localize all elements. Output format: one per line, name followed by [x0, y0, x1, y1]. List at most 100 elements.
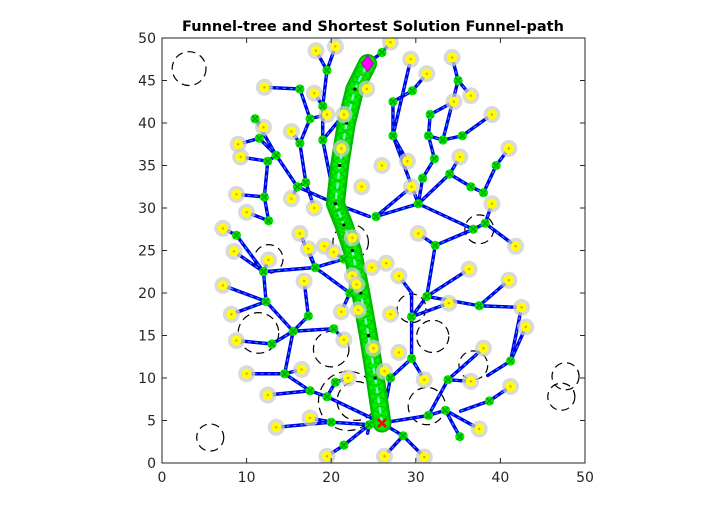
leaf-node-center	[236, 143, 240, 146]
leaf-node-center	[490, 202, 494, 205]
branch-node-cross	[408, 87, 416, 95]
solution-path-funnel-ring	[371, 396, 388, 414]
leaf-node-center	[308, 416, 312, 420]
leaf-node-center	[342, 338, 346, 341]
tree-edge	[329, 420, 371, 427]
branch-node-cross	[304, 312, 312, 320]
tree-edge-highlight	[375, 203, 419, 218]
tree-edge-highlight	[263, 266, 316, 273]
start-marker	[377, 418, 387, 428]
branch-node-cross	[323, 393, 331, 401]
leaf-node-center	[221, 227, 225, 230]
branch-node-cross	[346, 289, 354, 297]
y-tick-label: 10	[138, 371, 156, 387]
y-tick-label: 40	[138, 116, 156, 132]
leaf-node-center	[383, 455, 386, 458]
tree-edge-highlight	[299, 88, 311, 119]
tree-edge-highlight	[482, 165, 497, 193]
leaf-node-center	[313, 206, 316, 210]
x-tick-label: 30	[407, 470, 425, 486]
tree-edge-highlight	[426, 245, 436, 297]
goal-marker	[360, 54, 375, 73]
leaf-node-center	[230, 313, 233, 316]
tree-edge-highlight	[322, 70, 328, 107]
y-tick-label: 45	[138, 74, 156, 90]
x-tick-label: 40	[491, 470, 509, 486]
leaf-node-center	[509, 385, 512, 388]
leaf-node-center	[372, 347, 375, 350]
tree-edge-highlight	[392, 135, 408, 162]
leaf-node-center	[425, 72, 428, 75]
y-tick-label: 0	[147, 456, 156, 472]
branch-node-cross	[399, 432, 407, 440]
obstacle-circle	[458, 350, 489, 381]
leaf-node-center	[507, 147, 511, 150]
branch-node-cross	[492, 162, 500, 169]
branch-node-cross	[408, 354, 416, 362]
tree-edge-highlight	[417, 173, 451, 205]
y-tick-label: 50	[138, 31, 156, 47]
tree-edge-highlight	[375, 186, 412, 217]
branch-node-cross	[365, 421, 373, 429]
leaf-node-center	[275, 426, 278, 429]
tree-edge-highlight	[222, 284, 267, 303]
tree-edge-highlight	[322, 114, 345, 141]
leaf-node-center	[300, 368, 303, 371]
branch-node-cross	[296, 139, 304, 147]
leaf-node-center	[239, 155, 242, 159]
chart-title: Funnel-tree and Shortest Solution Funnel…	[182, 19, 564, 35]
leaf-node-center	[346, 376, 350, 380]
tree-edge	[298, 141, 308, 185]
solution-path-node	[342, 223, 346, 227]
tree-edge-highlight	[418, 203, 474, 230]
branch-node-cross	[281, 370, 289, 378]
tree-edge-highlight	[284, 331, 294, 374]
branch-node-cross	[306, 387, 314, 395]
branch-node-cross	[272, 151, 280, 159]
tree-edge-highlight	[487, 360, 511, 376]
leaf-node-center	[467, 268, 471, 271]
tree-edge-highlight	[392, 135, 419, 204]
leaf-node-center	[323, 245, 326, 248]
leaf-node-center	[380, 164, 384, 167]
leaf-node-center	[482, 347, 485, 350]
branch-node-cross	[260, 193, 268, 201]
tree-edge-highlight	[426, 268, 470, 297]
tree-edge-highlight	[314, 258, 345, 269]
branch-node-cross	[431, 241, 439, 249]
leaf-node-center	[313, 92, 316, 95]
tree-edge-highlight	[263, 161, 269, 198]
tree-edge-highlight	[284, 373, 311, 392]
leaf-node-center	[507, 279, 511, 282]
leaf-node-center	[397, 351, 401, 354]
solution-path-node	[333, 202, 338, 206]
branch-node-cross	[255, 134, 263, 142]
leaf-node-center	[450, 56, 454, 59]
branch-node-cross	[340, 255, 348, 263]
leaf-node-center	[397, 274, 401, 278]
leaf-node-center	[406, 160, 409, 163]
leaf-node-center	[520, 306, 523, 309]
leaf-node-center	[384, 262, 388, 265]
solution-path-node	[353, 87, 357, 91]
branch-node-cross	[458, 132, 466, 140]
branch-node-cross	[306, 115, 314, 123]
leaf-node-center	[370, 266, 374, 269]
solution-path-funnel-ring	[368, 378, 385, 396]
leaf-node-center	[235, 193, 238, 196]
solution-path-node	[338, 163, 342, 168]
leaf-node-center	[423, 455, 426, 459]
tree-edge-highlight	[343, 424, 370, 446]
branch-node-cross	[485, 397, 493, 405]
branch-node-cross	[414, 200, 422, 208]
leaf-node-center	[245, 211, 248, 214]
tree-edge-highlight	[314, 267, 351, 294]
y-tick-label: 15	[138, 329, 156, 345]
leaf-node-center	[266, 393, 269, 397]
leaf-node-center	[314, 49, 318, 52]
branch-node-cross	[302, 179, 310, 186]
obstacle-circle	[171, 51, 207, 87]
endpoint-marker-layer	[360, 54, 387, 428]
branch-node-cross	[260, 268, 267, 276]
branch-node-cross	[319, 136, 327, 144]
